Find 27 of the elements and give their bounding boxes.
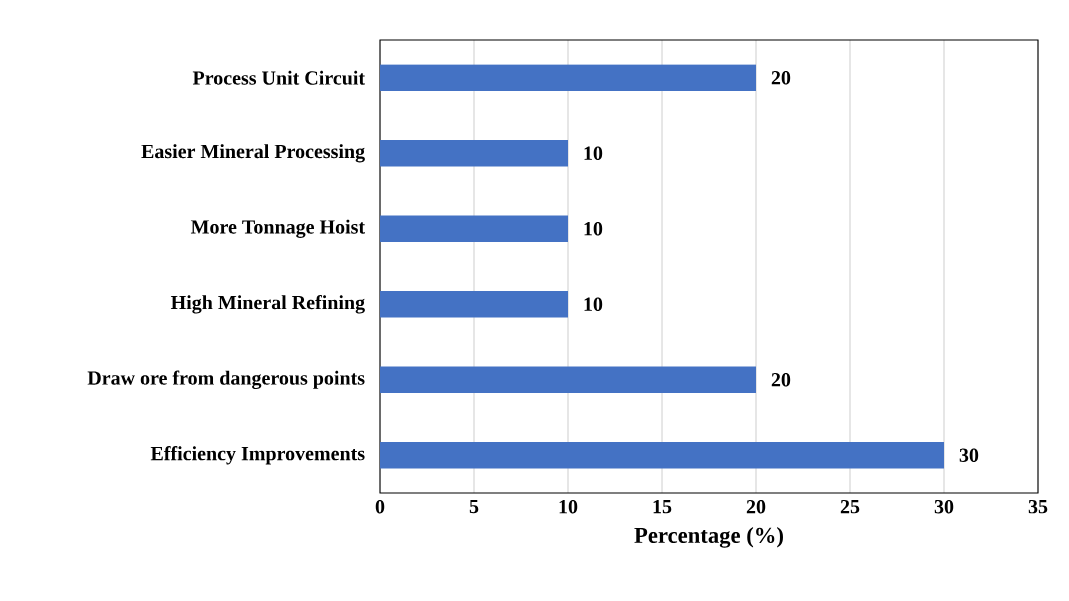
y-tick-label: Efficiency Improvements bbox=[150, 446, 365, 465]
bar bbox=[380, 366, 756, 393]
x-tick-label: 25 bbox=[840, 499, 860, 514]
bar bbox=[380, 64, 756, 91]
y-tick-label: More Tonnage Hoist bbox=[190, 219, 365, 238]
data-label: 10 bbox=[584, 222, 603, 236]
data-label: 10 bbox=[584, 297, 603, 311]
x-axis-title: Percentage (%) bbox=[634, 527, 783, 548]
bar bbox=[380, 291, 569, 318]
bar bbox=[380, 140, 569, 167]
data-label: 30 bbox=[959, 448, 979, 462]
x-tick-label: 15 bbox=[653, 499, 672, 514]
x-tick-label: 10 bbox=[559, 499, 578, 514]
x-tick-label: 5 bbox=[469, 499, 479, 514]
y-tick-label: Easier Mineral Processing bbox=[141, 144, 365, 163]
x-tick-label: 20 bbox=[746, 499, 766, 514]
y-tick-label: Process Unit Circuit bbox=[192, 70, 365, 85]
x-tick-label: 30 bbox=[934, 499, 954, 514]
data-label: 20 bbox=[771, 373, 791, 387]
y-tick-label: High Mineral Refining bbox=[170, 295, 365, 314]
y-tick-label: Draw ore from dangerous points bbox=[87, 370, 365, 389]
x-tick-label: 0 bbox=[375, 499, 385, 514]
bar bbox=[380, 215, 569, 242]
bar bbox=[380, 442, 945, 469]
x-tick-label: 35 bbox=[1028, 499, 1048, 514]
data-label: 20 bbox=[771, 71, 791, 85]
data-label: 10 bbox=[584, 146, 603, 160]
